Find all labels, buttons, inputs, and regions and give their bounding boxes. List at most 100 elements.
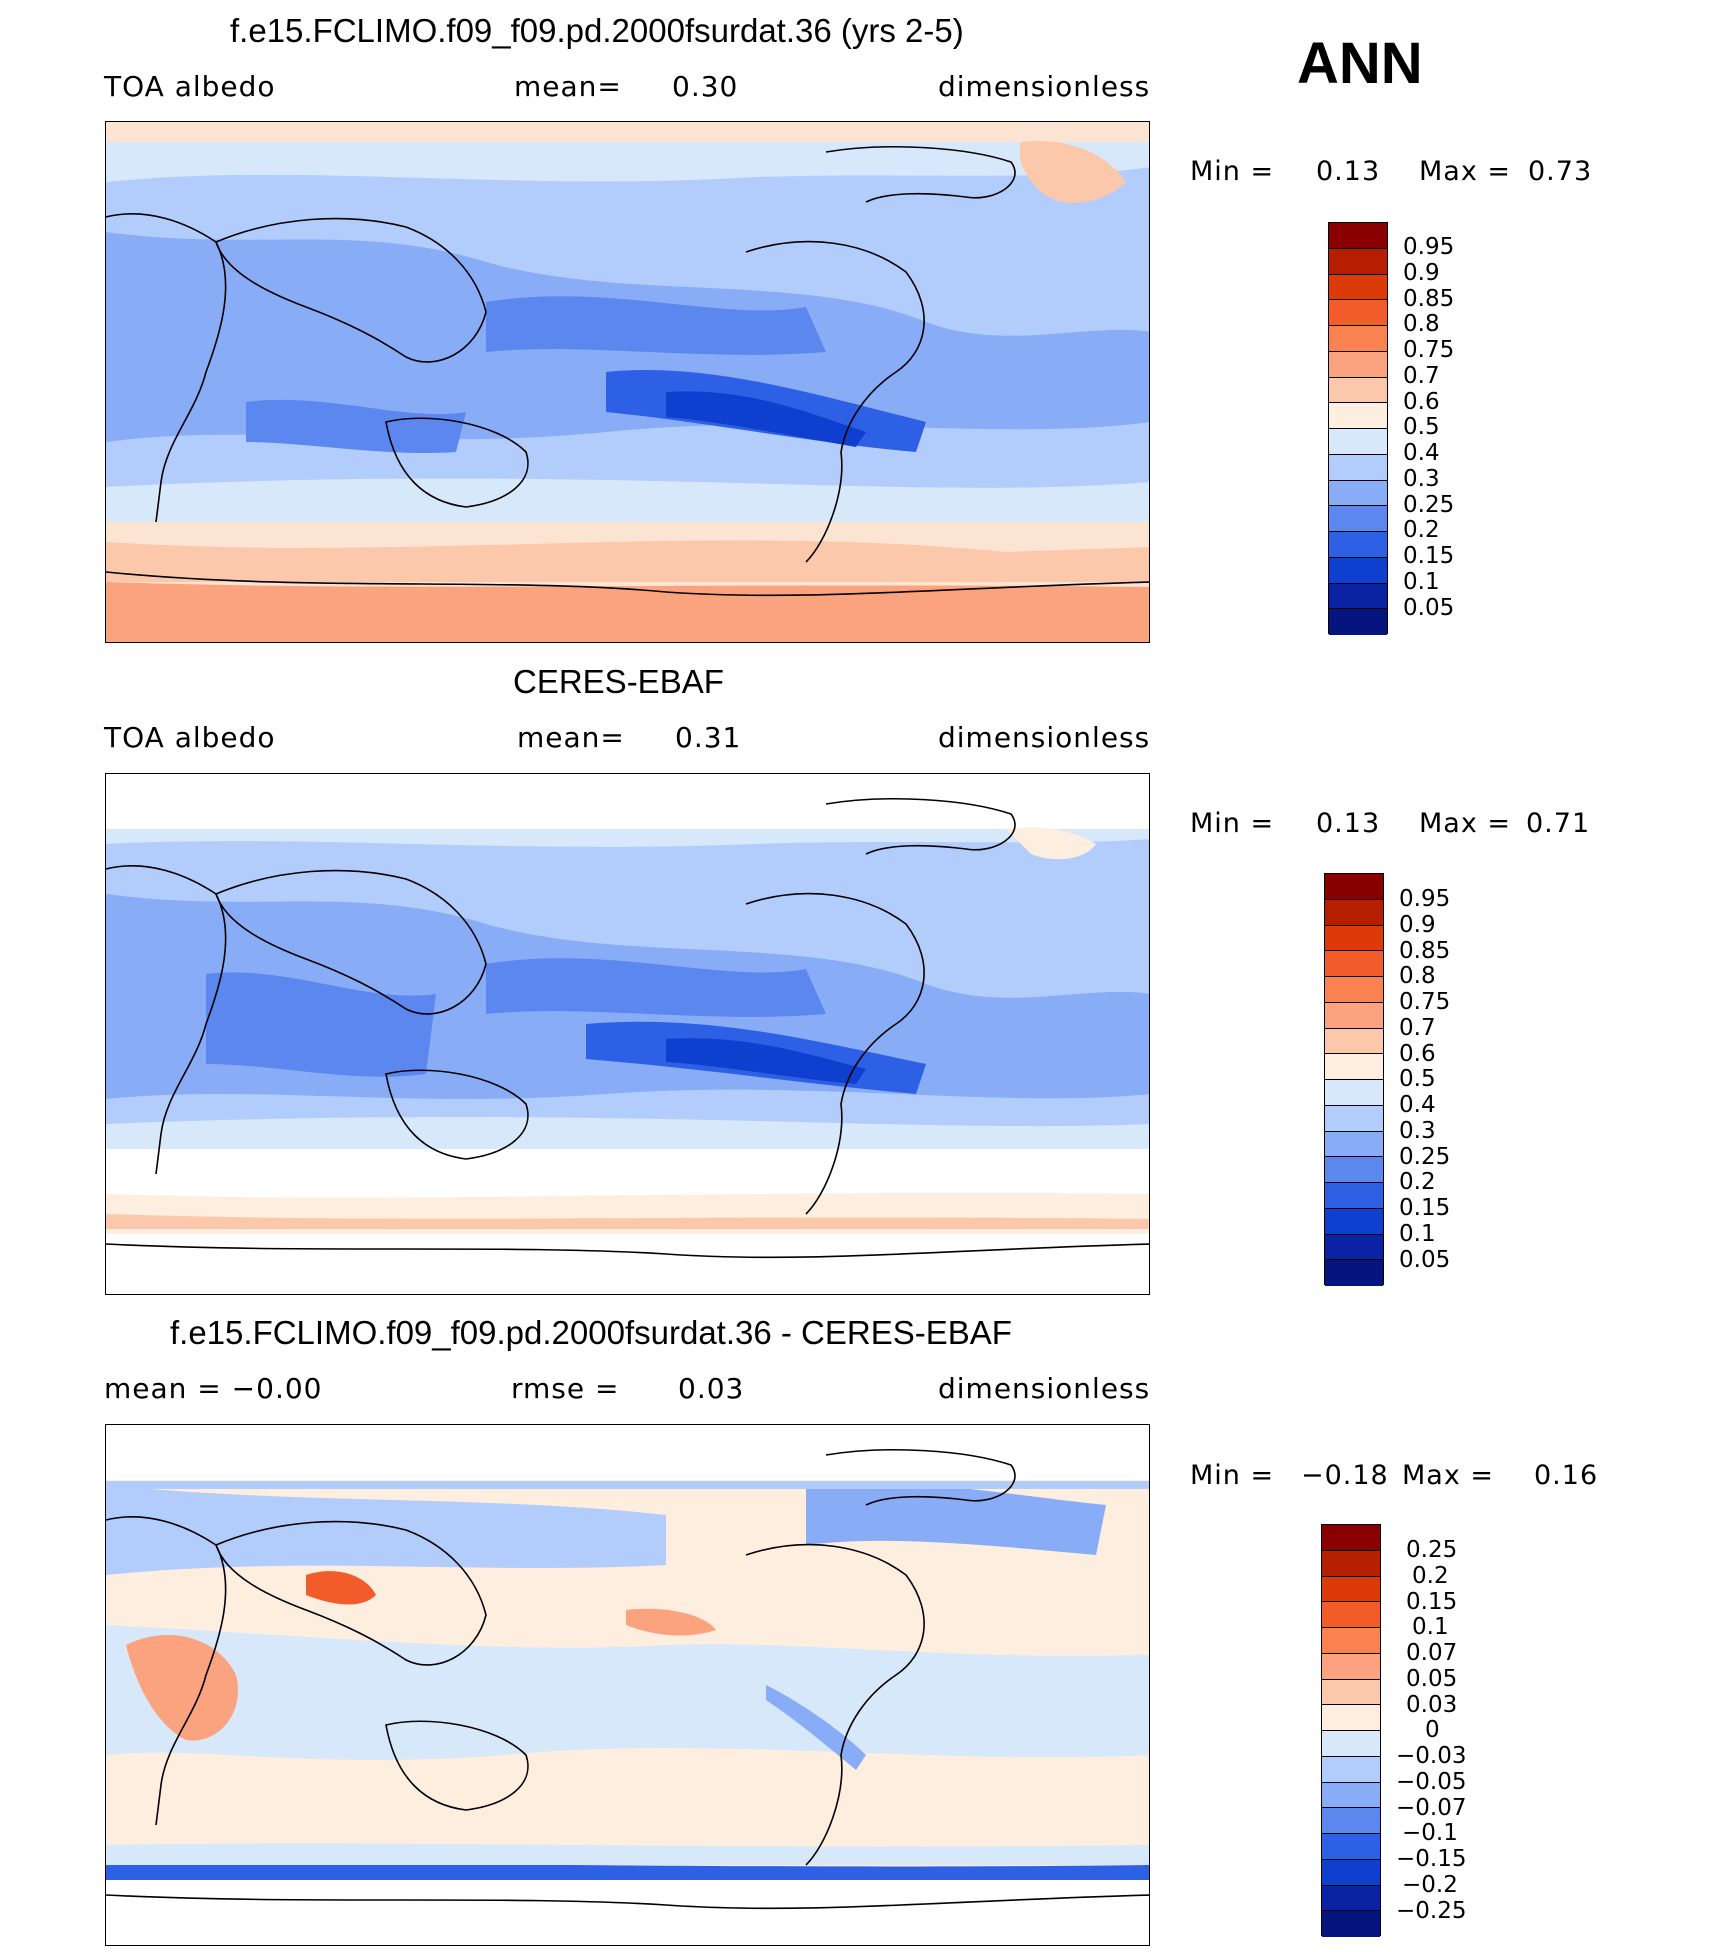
colorbar-swatch xyxy=(1329,480,1387,507)
colorbar-swatch xyxy=(1325,951,1383,977)
panel2-colorbar-label: 0.25 xyxy=(1399,1144,1451,1170)
panel2-colorbar-label: 0.9 xyxy=(1399,912,1436,938)
panel2-title: CERES-EBAF xyxy=(513,663,724,700)
panel1-colorbar-label: 0.5 xyxy=(1403,414,1440,440)
panel1-colorbar-label: 0.4 xyxy=(1403,440,1440,466)
panel3-colorbar-label: −0.15 xyxy=(1396,1846,1467,1872)
colorbar-swatch xyxy=(1325,1234,1383,1261)
colorbar-swatch xyxy=(1322,1834,1380,1860)
panel2-map xyxy=(105,773,1150,1295)
season-label: ANN xyxy=(1297,31,1423,96)
colorbar-swatch xyxy=(1322,1731,1380,1757)
panel1-colorbar-label: 0.3 xyxy=(1403,466,1440,492)
colorbar-swatch xyxy=(1325,1080,1383,1106)
colorbar-swatch xyxy=(1322,1859,1380,1886)
colorbar-swatch xyxy=(1329,223,1387,249)
panel2-map-svg xyxy=(106,774,1149,1294)
panel3-rmse-value: 0.03 xyxy=(678,1372,745,1405)
colorbar-swatch xyxy=(1329,351,1387,378)
panel3-map xyxy=(105,1424,1150,1946)
panel3-mean: mean = −0.00 xyxy=(104,1372,323,1405)
panel3-colorbar-label: −0.1 xyxy=(1402,1820,1458,1846)
colorbar-swatch xyxy=(1329,609,1387,635)
colorbar-swatch xyxy=(1329,506,1387,532)
colorbar-swatch xyxy=(1329,300,1387,326)
panel1-min-label: Min = xyxy=(1190,156,1275,187)
colorbar-swatch xyxy=(1325,1260,1383,1286)
colorbar-swatch xyxy=(1322,1679,1380,1706)
colorbar-swatch xyxy=(1329,248,1387,275)
colorbar-swatch xyxy=(1325,1183,1383,1209)
colorbar-swatch xyxy=(1325,1157,1383,1183)
panel3-max-label: Max = xyxy=(1402,1460,1495,1491)
panel1-colorbar-label: 0.6 xyxy=(1403,389,1440,415)
panel2-variable: TOA albedo xyxy=(104,721,276,754)
panel1-colorbar-label: 0.95 xyxy=(1403,234,1455,260)
panel1-max-value: 0.73 xyxy=(1528,156,1593,187)
panel1-colorbar xyxy=(1328,222,1388,635)
panel1-map-svg xyxy=(106,122,1149,642)
panel3-colorbar-label: 0.25 xyxy=(1406,1537,1458,1563)
panel2-colorbar-label: 0.3 xyxy=(1399,1118,1436,1144)
panel1-colorbar-label: 0.25 xyxy=(1403,492,1455,518)
panel1-min-value: 0.13 xyxy=(1316,156,1381,187)
panel2-colorbar-label: 0.8 xyxy=(1399,963,1436,989)
panel3-rmse-label: rmse = xyxy=(511,1372,620,1405)
panel2-colorbar-label: 0.15 xyxy=(1399,1195,1451,1221)
colorbar-swatch xyxy=(1325,925,1383,952)
panel3-min-value: −0.18 xyxy=(1301,1460,1389,1491)
panel2-min-value: 0.13 xyxy=(1316,808,1381,839)
panel3-colorbar-label: 0.03 xyxy=(1406,1692,1458,1718)
colorbar-swatch xyxy=(1329,377,1387,404)
panel3-units: dimensionless xyxy=(938,1372,1151,1405)
colorbar-swatch xyxy=(1325,1208,1383,1235)
panel2-colorbar-label: 0.05 xyxy=(1399,1247,1451,1273)
colorbar-swatch xyxy=(1329,326,1387,352)
panel2-max-value: 0.71 xyxy=(1526,808,1591,839)
panel3-colorbar-label: 0.1 xyxy=(1412,1614,1449,1640)
colorbar-swatch xyxy=(1322,1756,1380,1783)
colorbar-swatch xyxy=(1329,583,1387,610)
panel3-colorbar-label: −0.03 xyxy=(1396,1743,1467,1769)
colorbar-swatch xyxy=(1322,1602,1380,1628)
panel2-colorbar-label: 0.95 xyxy=(1399,886,1451,912)
panel2-colorbar-label: 0.1 xyxy=(1399,1221,1436,1247)
colorbar-swatch xyxy=(1322,1885,1380,1912)
colorbar-swatch xyxy=(1329,454,1387,481)
colorbar-swatch xyxy=(1325,1105,1383,1132)
colorbar-swatch xyxy=(1322,1525,1380,1551)
panel2-units: dimensionless xyxy=(938,721,1151,754)
panel1-title: f.e15.FCLIMO.f09_f09.pd.2000fsurdat.36 (… xyxy=(230,12,964,49)
panel3-colorbar-label: −0.05 xyxy=(1396,1769,1467,1795)
panel3-colorbar-label: 0.2 xyxy=(1412,1563,1449,1589)
panel1-units: dimensionless xyxy=(938,70,1151,103)
panel2-colorbar-label: 0.6 xyxy=(1399,1041,1436,1067)
panel2-colorbar-label: 0.75 xyxy=(1399,989,1451,1015)
panel3-colorbar-label: 0 xyxy=(1425,1717,1440,1743)
panel1-colorbar-label: 0.75 xyxy=(1403,337,1455,363)
panel1-variable: TOA albedo xyxy=(104,70,276,103)
colorbar-swatch xyxy=(1322,1808,1380,1834)
panel1-colorbar-label: 0.1 xyxy=(1403,569,1440,595)
colorbar-swatch xyxy=(1329,557,1387,584)
panel3-title: f.e15.FCLIMO.f09_f09.pd.2000fsurdat.36 -… xyxy=(170,1314,1012,1351)
panel1-colorbar-label: 0.05 xyxy=(1403,595,1455,621)
panel2-colorbar-label: 0.85 xyxy=(1399,938,1451,964)
panel2-colorbar-label: 0.4 xyxy=(1399,1092,1436,1118)
panel1-colorbar-label: 0.7 xyxy=(1403,363,1440,389)
colorbar-swatch xyxy=(1329,429,1387,455)
colorbar-swatch xyxy=(1329,274,1387,301)
panel1-mean-label: mean= xyxy=(514,70,622,103)
panel2-colorbar-label: 0.2 xyxy=(1399,1169,1436,1195)
panel1-map xyxy=(105,121,1150,643)
colorbar-swatch xyxy=(1322,1653,1380,1680)
colorbar-swatch xyxy=(1329,532,1387,558)
colorbar-swatch xyxy=(1322,1782,1380,1809)
panel1-colorbar-label: 0.85 xyxy=(1403,286,1455,312)
panel3-max-value: 0.16 xyxy=(1534,1460,1599,1491)
panel2-colorbar-label: 0.5 xyxy=(1399,1066,1436,1092)
colorbar-swatch xyxy=(1325,977,1383,1003)
colorbar-swatch xyxy=(1322,1911,1380,1937)
panel1-colorbar-label: 0.9 xyxy=(1403,260,1440,286)
panel1-colorbar-label: 0.2 xyxy=(1403,517,1440,543)
